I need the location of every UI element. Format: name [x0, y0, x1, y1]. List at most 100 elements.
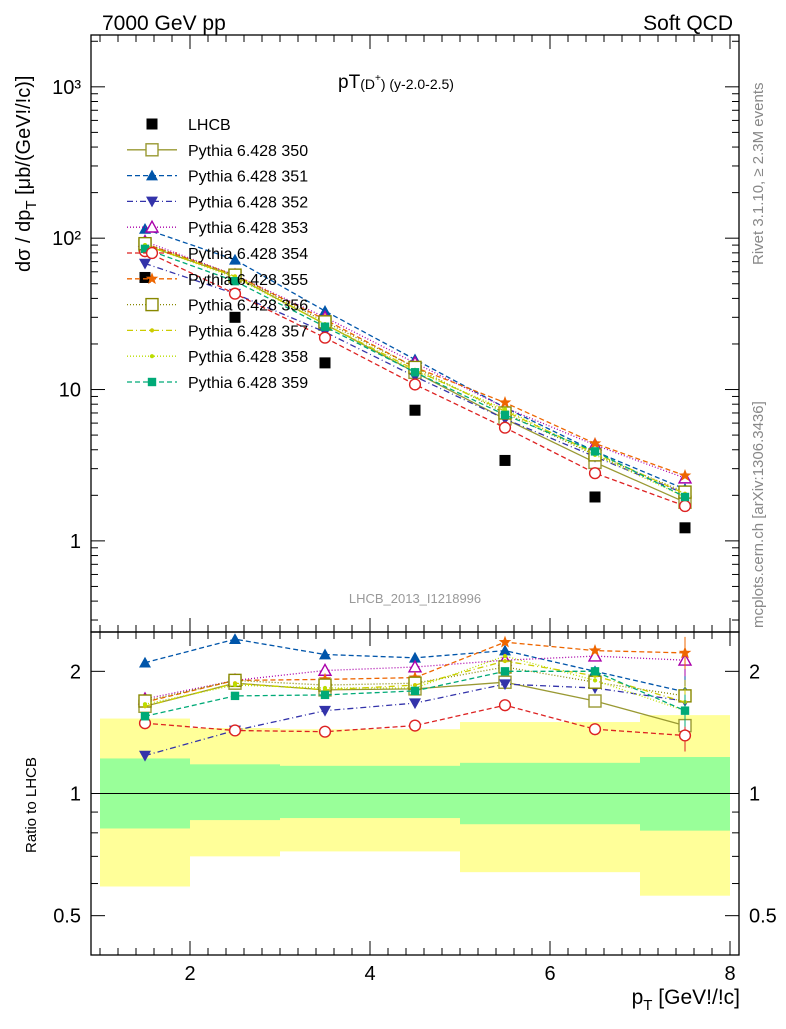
legend-label-358: Pythia 6.428 358 — [188, 349, 308, 366]
legend-label-350: Pythia 6.428 350 — [188, 143, 308, 160]
ratio-point-358 — [142, 702, 148, 707]
plot-title-rest: (y-2.0-2.5) — [385, 76, 453, 92]
main-y-tick-label: 10² — [52, 228, 81, 250]
x-axis-label-main: p — [632, 986, 644, 1009]
series-point-359 — [140, 244, 150, 254]
ratio-point-354 — [228, 724, 242, 737]
plot-title-close: ) — [381, 76, 386, 92]
data-points-layer — [139, 271, 691, 534]
legend-marker-356 — [145, 297, 159, 312]
ratio-point-351 — [499, 644, 511, 656]
plot-title: pT(D+) (y-2.0-2.5) — [338, 72, 454, 93]
ratio-band-inner — [370, 765, 460, 819]
legend-marker-350 — [145, 143, 159, 157]
ratio-point-351 — [139, 656, 151, 668]
ratio-point-359 — [680, 706, 690, 715]
series-point-354 — [678, 499, 692, 513]
legend: LHCB Pythia 6.428 350 Pythia 6.428 351 Pyth… — [127, 117, 308, 392]
series-point-355 — [678, 469, 692, 481]
legend-label-352: Pythia 6.428 352 — [188, 194, 308, 211]
x-tick-label: 2 — [184, 963, 195, 985]
ratio-point-355 — [498, 635, 512, 648]
main-y-axis-label: dσ / dpT [μb/(GeV!/!c)] — [13, 76, 40, 272]
ratio-point-357 — [502, 658, 508, 664]
x-axis-label-sub: T — [643, 997, 652, 1014]
mcplots-label: mcplots.cern.ch [arXiv:1306.3436] — [750, 401, 767, 628]
series-point-358 — [502, 407, 508, 412]
ratio-panel: 2 4 6 8 0.5 0.5 1 1 2 2 Ratio to LHCB pT [GeV!/!c… — [23, 631, 777, 1014]
ratio-y-tick-label-right: 0.5 — [749, 906, 777, 928]
legend-marker-352 — [146, 196, 158, 208]
ratio-point-351 — [319, 648, 331, 660]
ratio-point-354 — [318, 725, 332, 738]
ratio-point-357 — [412, 682, 418, 688]
ratio-point-358 — [232, 682, 238, 688]
plot-title-sup: + — [375, 73, 381, 84]
ratio-axis-ticks: 2 4 6 8 0.5 0.5 1 1 2 2 — [53, 632, 777, 985]
series-point-354 — [228, 287, 242, 300]
ratio-point-358 — [592, 678, 598, 683]
lhcb-data-point — [679, 522, 691, 534]
main-panel: 1 10 10² 10³ pT(D+) (y-2.0-2.5) LHCB_2013_I… — [13, 34, 740, 633]
ratio-uncertainty-bands — [100, 715, 730, 896]
legend-marker-353 — [144, 219, 160, 233]
legend-marker-357 — [149, 328, 155, 333]
legend-label-351: Pythia 6.428 351 — [188, 169, 308, 186]
ratio-point-350 — [588, 694, 602, 708]
legend-marker-355 — [145, 272, 159, 285]
ratio-point-359 — [230, 691, 240, 701]
legend-label-356: Pythia 6.428 356 — [188, 298, 308, 315]
ratio-point-351 — [409, 651, 421, 663]
ratio-point-354 — [408, 719, 422, 732]
plot-title-main: pT — [338, 72, 361, 93]
main-y-tick-label: 10 — [59, 380, 81, 402]
legend-marker-359 — [147, 377, 157, 387]
series-point-354 — [408, 378, 422, 391]
series-point-354 — [588, 467, 602, 480]
ratio-y-tick-label-right: 1 — [749, 784, 760, 806]
ratio-point-352 — [409, 698, 421, 710]
series-point-352 — [139, 258, 151, 270]
ratio-point-352 — [139, 750, 151, 762]
ratio-y-tick-label-right: 2 — [749, 661, 760, 683]
main-y-axis-label-sub: T — [23, 200, 40, 209]
ratio-y-axis-label: Ratio to LHCB — [23, 757, 40, 853]
ratio-y-tick-label: 1 — [70, 784, 81, 806]
ratio-point-353 — [587, 648, 603, 662]
ratio-y-tick-label: 0.5 — [53, 906, 81, 928]
legend-marker-351 — [146, 169, 158, 181]
lhcb-data-point — [409, 404, 421, 416]
ratio-frame — [90, 631, 740, 956]
ratio-point-359 — [140, 712, 150, 721]
ratio-point-359 — [410, 686, 420, 696]
x-tick-label: 8 — [724, 963, 735, 985]
lhcb-data-point — [499, 454, 511, 466]
ratio-band-inner — [190, 764, 280, 821]
series-point-355 — [588, 436, 602, 449]
ratio-point-354 — [678, 729, 692, 742]
beam-label: 7000 GeV pp — [102, 12, 226, 35]
ratio-band-inner — [280, 765, 370, 819]
lhcb-data-point — [229, 311, 241, 323]
x-tick-label: 4 — [364, 963, 375, 985]
ratio-point-358 — [322, 685, 328, 691]
legend-label-355: Pythia 6.428 355 — [188, 272, 308, 289]
series-point-359 — [500, 410, 510, 420]
legend-label-359: Pythia 6.428 359 — [188, 375, 308, 392]
series-point-359 — [680, 492, 690, 502]
main-series-layer — [137, 222, 693, 513]
ratio-point-359 — [320, 690, 330, 700]
ratio-point-354 — [498, 699, 512, 712]
series-point-355 — [498, 396, 512, 408]
series-point-359 — [590, 447, 600, 456]
ratio-point-352 — [319, 705, 331, 717]
ratio-point-359 — [500, 667, 510, 676]
ratio-y-tick-label: 2 — [70, 661, 81, 683]
lhcb-data-point — [319, 357, 331, 369]
ratio-point-355 — [678, 646, 692, 659]
legend-marker-358 — [149, 354, 155, 359]
main-y-axis-label-main: dσ / dp — [13, 210, 35, 272]
ratio-series-layer — [137, 633, 693, 762]
legend-label-353: Pythia 6.428 353 — [188, 220, 308, 237]
